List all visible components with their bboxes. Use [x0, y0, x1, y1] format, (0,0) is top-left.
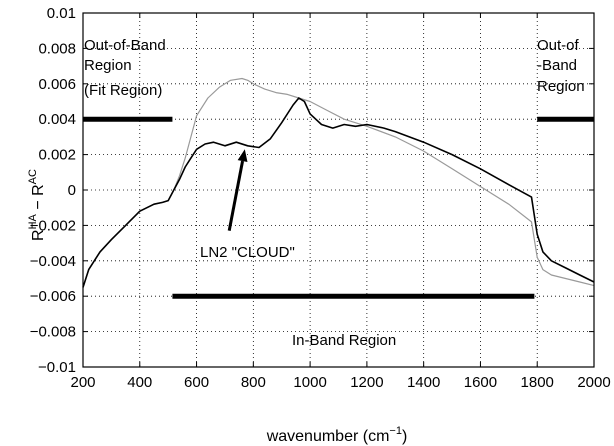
- x-tick-label: 800: [241, 374, 266, 391]
- y-tick-label: −0.01: [38, 359, 76, 376]
- series-line-grey: [82, 77, 595, 288]
- annotation-left-region-1: Out-of-Band: [84, 37, 166, 54]
- x-tick-label: 1400: [407, 374, 440, 391]
- y-axis-label: RHA − RAC: [27, 169, 47, 241]
- y-tick-label: 0.002: [38, 147, 76, 164]
- ticks: 200 400 600 800 1000 1200 1400 1600 1800 2000 −0.0…: [30, 5, 611, 391]
- y-tick-label: −0.004: [30, 253, 76, 270]
- x-tick-label: 1200: [350, 374, 383, 391]
- annotation-right-region-2: -Band: [537, 57, 577, 74]
- x-tick-label: 600: [184, 374, 209, 391]
- series-line-measured: [82, 97, 595, 288]
- annotation-in-band: In-Band Region: [292, 332, 396, 349]
- series-layer: [82, 77, 595, 288]
- y-tick-label: 0.008: [38, 40, 76, 57]
- cloud-arrow: [227, 149, 248, 231]
- cloud-arrow-head: [237, 149, 248, 163]
- y-tick-label: −0.002: [30, 217, 76, 234]
- x-tick-label: 200: [70, 374, 95, 391]
- annotation-right-region-1: Out-of: [537, 37, 580, 54]
- annotation-left-region-2: Region: [84, 57, 132, 74]
- y-tick-label: 0.006: [38, 76, 76, 93]
- y-tick-label: 0.004: [38, 111, 76, 128]
- annotation-right-region-3: Region: [537, 78, 585, 95]
- y-tick-label: 0.01: [47, 5, 76, 22]
- x-tick-label: 400: [127, 374, 152, 391]
- y-tick-label: −0.006: [30, 288, 76, 305]
- cloud-arrow-shaft: [227, 160, 245, 231]
- x-tick-label: 1000: [293, 374, 326, 391]
- x-tick-label: 2000: [577, 374, 610, 391]
- x-tick-label: 1600: [464, 374, 497, 391]
- annotation-cloud: LN2 "CLOUD": [200, 244, 295, 261]
- grid: [83, 13, 594, 367]
- band-lines: [83, 116, 594, 299]
- annotation-left-region-3: (Fit Region): [84, 82, 162, 99]
- x-tick-label: 1800: [521, 374, 554, 391]
- x-axis-label: wavenumber (cm−1): [266, 425, 408, 445]
- y-tick-label: 0: [68, 182, 76, 199]
- y-tick-label: −0.008: [30, 324, 76, 341]
